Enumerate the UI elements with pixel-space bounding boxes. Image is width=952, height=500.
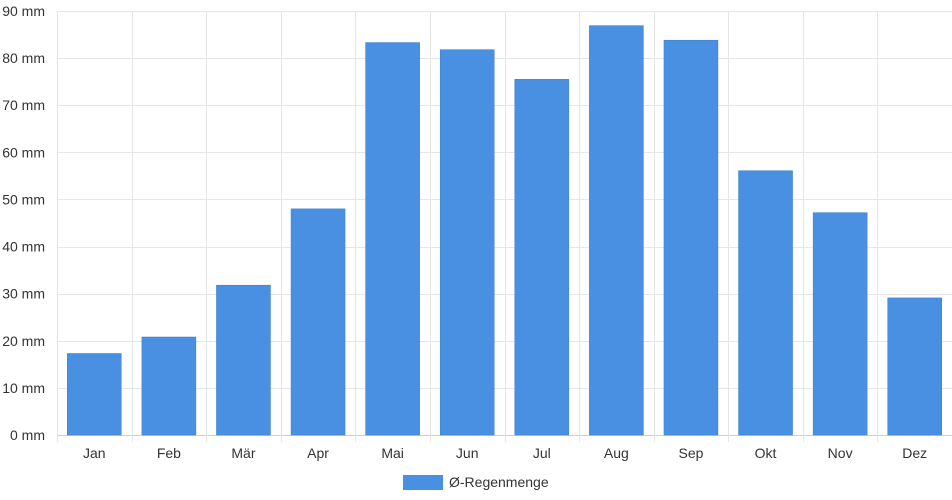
y-tick-label: 80 mm bbox=[2, 50, 45, 66]
bar-sep[interactable] bbox=[663, 39, 719, 436]
y-tick-label: 50 mm bbox=[2, 191, 45, 207]
legend-label: Ø-Regenmenge bbox=[449, 474, 549, 490]
y-tick-label: 70 mm bbox=[2, 97, 45, 113]
bar-series bbox=[67, 25, 942, 436]
y-tick-label: 0 mm bbox=[10, 427, 45, 443]
x-tick-label: Sep bbox=[678, 445, 703, 461]
y-axis: 0 mm 10 mm 20 mm 30 mm 40 mm 50 mm 60 mm 70 mm 8… bbox=[2, 3, 45, 443]
bar-jan[interactable] bbox=[67, 353, 122, 436]
bar-jul[interactable] bbox=[514, 79, 570, 436]
y-tick-label: 40 mm bbox=[2, 239, 45, 255]
y-tick-label: 20 mm bbox=[2, 333, 45, 349]
x-tick-label: Feb bbox=[157, 445, 181, 461]
bar-jun[interactable] bbox=[439, 49, 495, 436]
bar-okt[interactable] bbox=[738, 170, 793, 436]
x-tick-label: Jun bbox=[456, 445, 479, 461]
bar-mär[interactable] bbox=[216, 284, 271, 436]
x-tick-label: Mai bbox=[381, 445, 404, 461]
legend-swatch bbox=[403, 475, 443, 490]
x-tick-label: Jul bbox=[533, 445, 551, 461]
legend[interactable]: Ø-Regenmenge bbox=[403, 474, 549, 490]
x-tick-label: Aug bbox=[604, 445, 629, 461]
bar-feb[interactable] bbox=[141, 336, 197, 436]
bar-apr[interactable] bbox=[290, 208, 346, 436]
x-axis: Jan Feb Mär Apr Mai Jun Jul Aug Sep Okt Nov Dez bbox=[83, 445, 927, 461]
y-tick-label: 10 mm bbox=[2, 380, 45, 396]
bar-aug[interactable] bbox=[589, 25, 644, 436]
y-tick-label: 30 mm bbox=[2, 286, 45, 302]
x-tick-label: Nov bbox=[828, 445, 853, 461]
y-tick-label: 60 mm bbox=[2, 144, 45, 160]
bar-dez[interactable] bbox=[887, 297, 942, 436]
x-tick-label: Mär bbox=[231, 445, 255, 461]
x-tick-label: Apr bbox=[307, 445, 329, 461]
bar-nov[interactable] bbox=[812, 212, 868, 436]
x-tick-label: Jan bbox=[83, 445, 106, 461]
grid-lines bbox=[57, 11, 952, 442]
x-tick-label: Okt bbox=[755, 445, 777, 461]
x-tick-label: Dez bbox=[902, 445, 927, 461]
bar-mai[interactable] bbox=[365, 42, 420, 436]
y-tick-label: 90 mm bbox=[2, 3, 45, 19]
